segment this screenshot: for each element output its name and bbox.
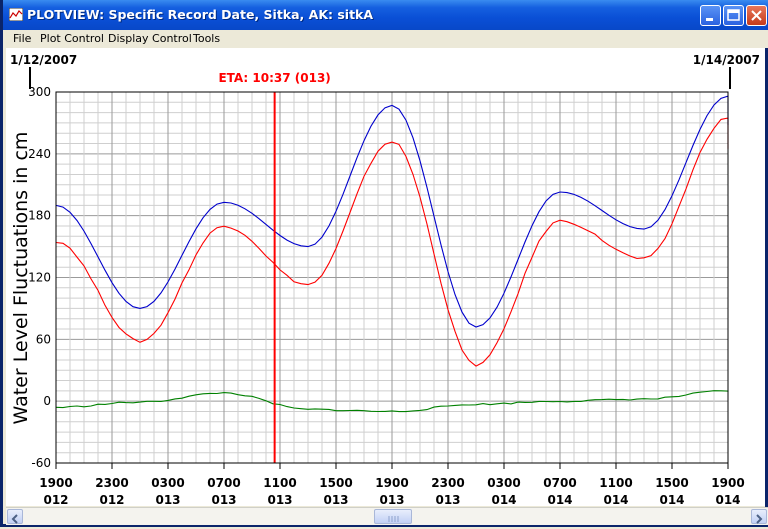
x-tick-day: 013 (267, 493, 292, 506)
x-tick-time: 0700 (543, 476, 576, 490)
window-title: PLOTVIEW: Specific Record Date, Sitka, A… (27, 7, 374, 22)
x-tick-time: 0700 (207, 476, 240, 490)
x-tick-day: 013 (435, 493, 460, 506)
y-axis-label: Water Level Fluctuations in cm (10, 132, 32, 425)
menu-tools[interactable]: Tools (193, 32, 221, 45)
scroll-left-button[interactable] (7, 509, 23, 524)
series-layer (55, 95, 729, 413)
minimize-icon (706, 18, 713, 21)
title-bar[interactable]: PLOTVIEW: Specific Record Date, Sitka, A… (3, 0, 768, 30)
menu-file[interactable]: File (13, 32, 32, 45)
x-tick-day: 013 (379, 493, 404, 506)
x-tick-time: 1100 (599, 476, 632, 490)
menu-bar: File Plot Control Display Control Tools (6, 30, 768, 48)
scroll-thumb[interactable] (374, 509, 412, 524)
x-tick-day: 014 (659, 493, 684, 506)
observed-series-line (55, 117, 729, 367)
horizontal-scrollbar[interactable] (6, 507, 768, 525)
close-button[interactable] (746, 5, 767, 26)
y-tick-label: 120 (28, 271, 51, 285)
x-tick-time: 1500 (655, 476, 688, 490)
x-tick-day: 014 (491, 493, 516, 506)
residual-series-line (55, 390, 729, 413)
x-tick-time: 1900 (39, 476, 72, 490)
menu-plot-control[interactable]: Plot Control (40, 32, 104, 45)
app-icon (9, 8, 23, 21)
plot-area[interactable]: 300 240 180 120 60 0 -60 1900 012 2300 012 0300 013… (6, 48, 765, 507)
y-tick-label: 300 (28, 85, 51, 99)
x-tick-day: 012 (43, 493, 68, 506)
x-tick-time: 2300 (95, 476, 128, 490)
x-tick-time: 0300 (487, 476, 520, 490)
menu-display-control[interactable]: Display Control (108, 32, 192, 45)
end-date-label: 1/14/2007 (693, 53, 760, 67)
y-tick-label: 180 (28, 209, 51, 223)
x-tick-day: 014 (547, 493, 572, 506)
x-tick-time: 1900 (711, 476, 744, 490)
x-tick-day: 014 (603, 493, 628, 506)
x-tick-labels: 1900 012 2300 012 0300 013 0700 013 1100 013 1500 0… (39, 463, 745, 507)
maximize-icon (727, 9, 740, 21)
chart-grid (55, 91, 729, 464)
y-tick-labels: 300 240 180 120 60 0 -60 (28, 85, 51, 470)
y-tick-label: 60 (36, 332, 51, 346)
close-icon (751, 10, 762, 21)
start-date-label: 1/12/2007 (10, 53, 77, 67)
y-tick-label: -60 (31, 456, 51, 470)
eta-label: ETA: 10:37 (013) (218, 71, 330, 85)
arrow-left-icon (11, 514, 18, 524)
x-tick-time: 1900 (375, 476, 408, 490)
water-level-chart: 300 240 180 120 60 0 -60 1900 012 2300 012 0300 013… (10, 53, 760, 507)
scroll-right-button[interactable] (751, 509, 767, 524)
y-tick-label: 240 (28, 147, 51, 161)
x-tick-day: 013 (155, 493, 180, 506)
x-tick-time: 2300 (431, 476, 464, 490)
x-tick-time: 1100 (263, 476, 296, 490)
x-tick-day: 012 (99, 493, 124, 506)
x-tick-time: 0300 (151, 476, 184, 490)
x-tick-day: 013 (211, 493, 236, 506)
x-tick-day: 013 (323, 493, 348, 506)
predicted-series-line (55, 95, 729, 328)
minimize-button[interactable] (700, 5, 721, 26)
x-tick-time: 1500 (319, 476, 352, 490)
arrow-right-icon (756, 514, 763, 524)
x-tick-day: 014 (715, 493, 740, 506)
y-tick-label: 0 (43, 394, 51, 408)
grip-icon (388, 516, 399, 522)
maximize-button[interactable] (723, 5, 744, 26)
